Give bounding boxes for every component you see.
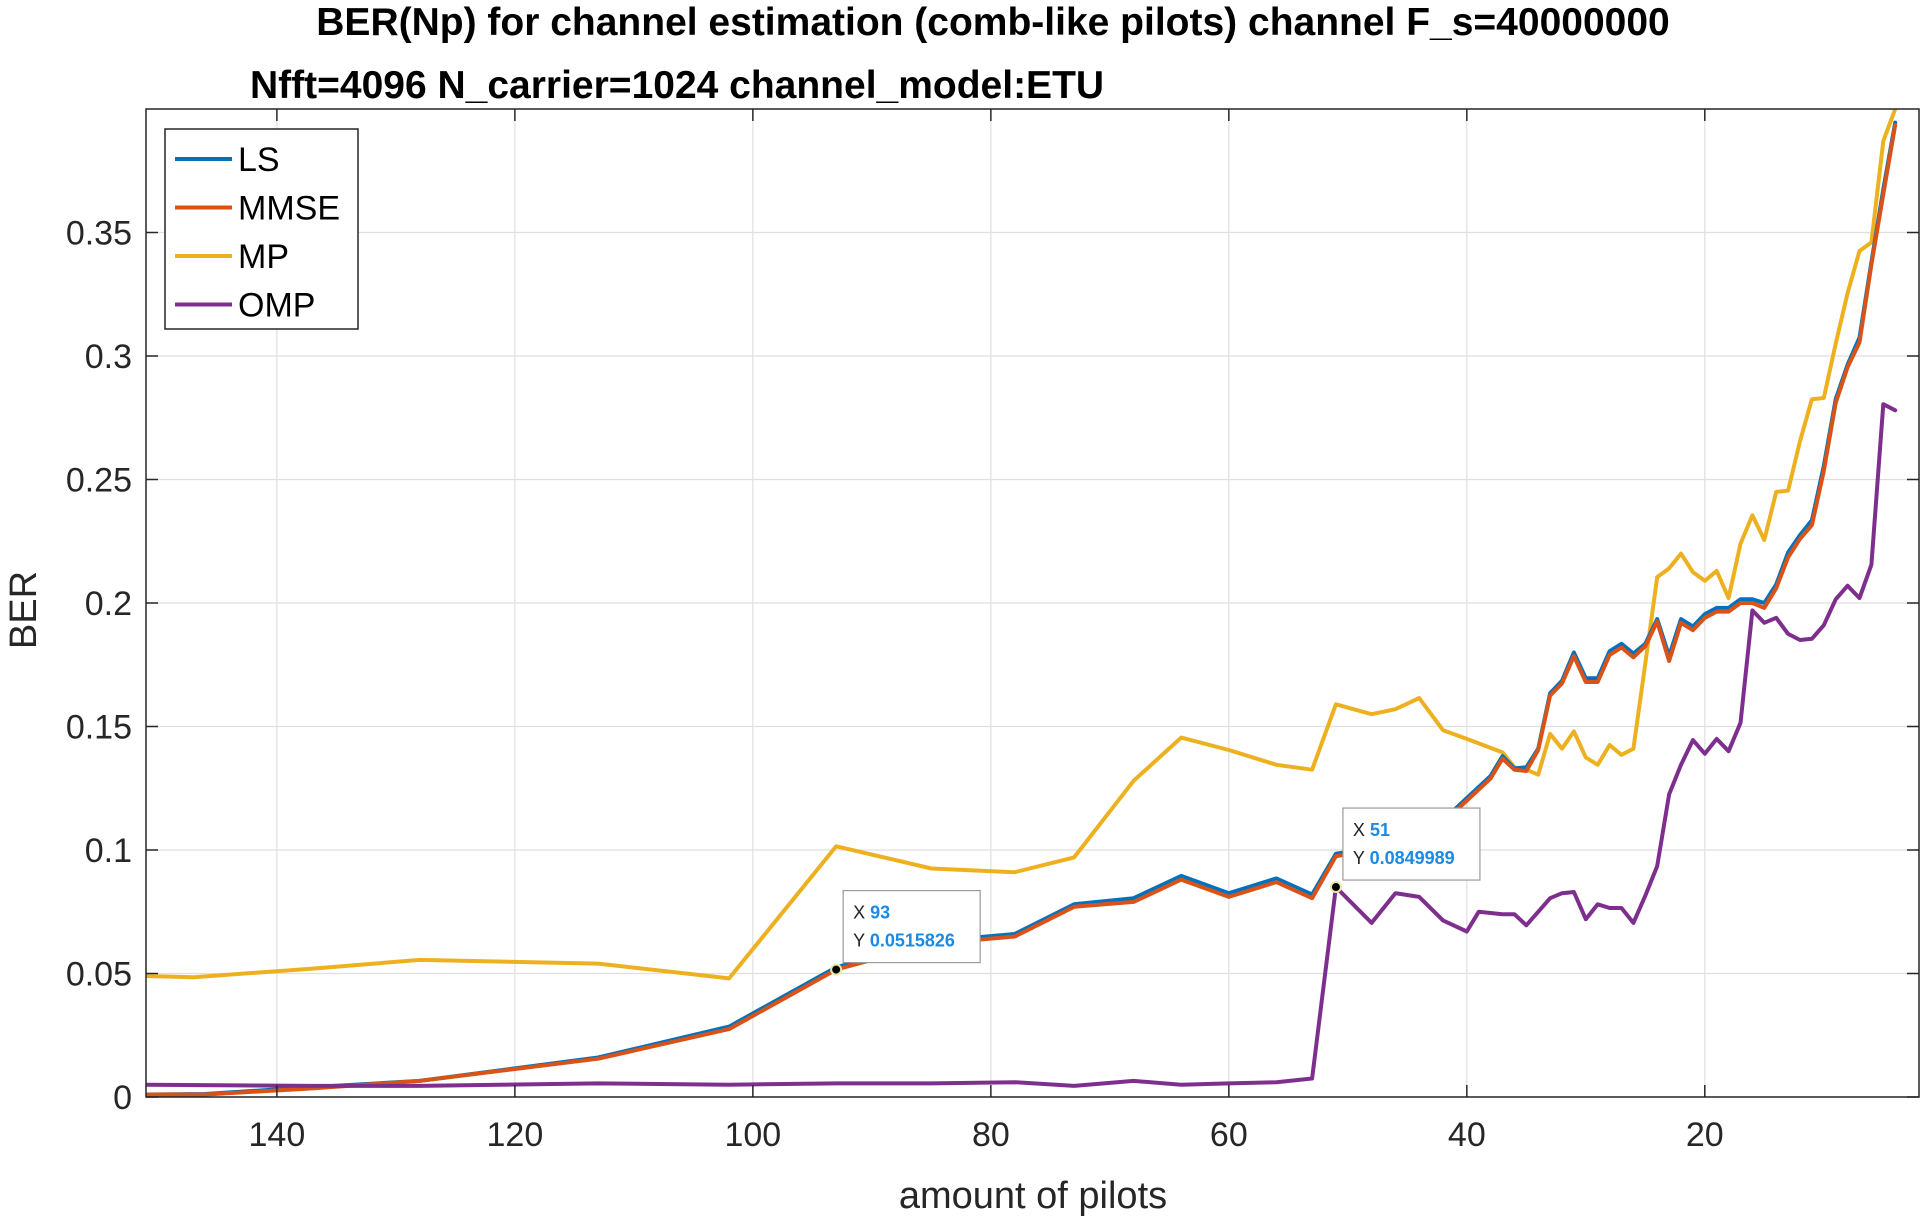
datatip-y-text: Y 0.0515826 [853,931,955,951]
datatip-marker [830,963,843,976]
datatip-x-value: 93 [870,903,890,923]
x-tick-label: 120 [487,1116,544,1154]
datatip-y-value: 0.0515826 [870,931,955,951]
datatip-box [842,889,981,964]
plot-area [145,108,1920,1098]
series-layer [146,109,1898,1097]
x-tick-label: 100 [724,1116,781,1154]
x-tick-label: 20 [1686,1116,1724,1154]
ticks [146,109,1919,1098]
series-line-omp [146,402,1898,1088]
datatip-box [1342,807,1481,881]
series-line-mp [146,109,1898,981]
datatips-layer: X 93 Y 0.0515826 X 51 Y 0.0849989 [830,807,1481,976]
y-tick-label: 0.25 [66,462,132,500]
x-tick-label: 80 [972,1116,1010,1154]
tick-labels: 140 120 100 80 60 40 20 0 0.05 0.1 0.15 0.2 0.25 0.3 0… [66,215,1724,1155]
y-tick-label: 0.35 [66,215,132,253]
datatip-x-value: 51 [1370,820,1390,840]
legend[interactable]: LS MMSE MP OMP [164,128,359,330]
series-line-mmse [146,123,1898,1097]
datatip-y-value: 0.0849989 [1370,848,1455,868]
y-tick-label: 0 [113,1079,132,1117]
y-tick-label: 0.05 [66,956,132,994]
x-tick-label: 40 [1448,1116,1486,1154]
chart-title-line1: BER(Np) for channel estimation (comb-lik… [316,1,1669,44]
y-axis-label: BER [3,571,45,649]
x-tick-label: 60 [1210,1116,1248,1154]
x-axis-label: amount of pilots [899,1175,1167,1217]
y-tick-label: 0.2 [85,585,132,623]
datatip-x-text: X 51 [1353,820,1390,840]
datatip-x-text: X 93 [853,903,890,923]
legend-label-ls: LS [238,141,280,179]
legend-label-omp: OMP [238,287,315,325]
datatip-y-text: Y 0.0849989 [1353,848,1455,868]
y-tick-label: 0.15 [66,709,132,747]
chart-title-line2: Nfft=4096 N_carrier=1024 channel_model:E… [250,64,1104,107]
x-tick-label: 140 [249,1116,306,1154]
legend-label-mmse: MMSE [238,190,340,228]
legend-box [164,128,359,330]
y-tick-label: 0.1 [85,832,132,870]
datatip[interactable]: X 93 Y 0.0515826 [830,889,981,976]
datatip[interactable]: X 51 Y 0.0849989 [1329,807,1481,894]
legend-label-mp: MP [238,238,289,276]
datatip-marker [1329,881,1342,894]
y-tick-label: 0.3 [85,338,132,376]
